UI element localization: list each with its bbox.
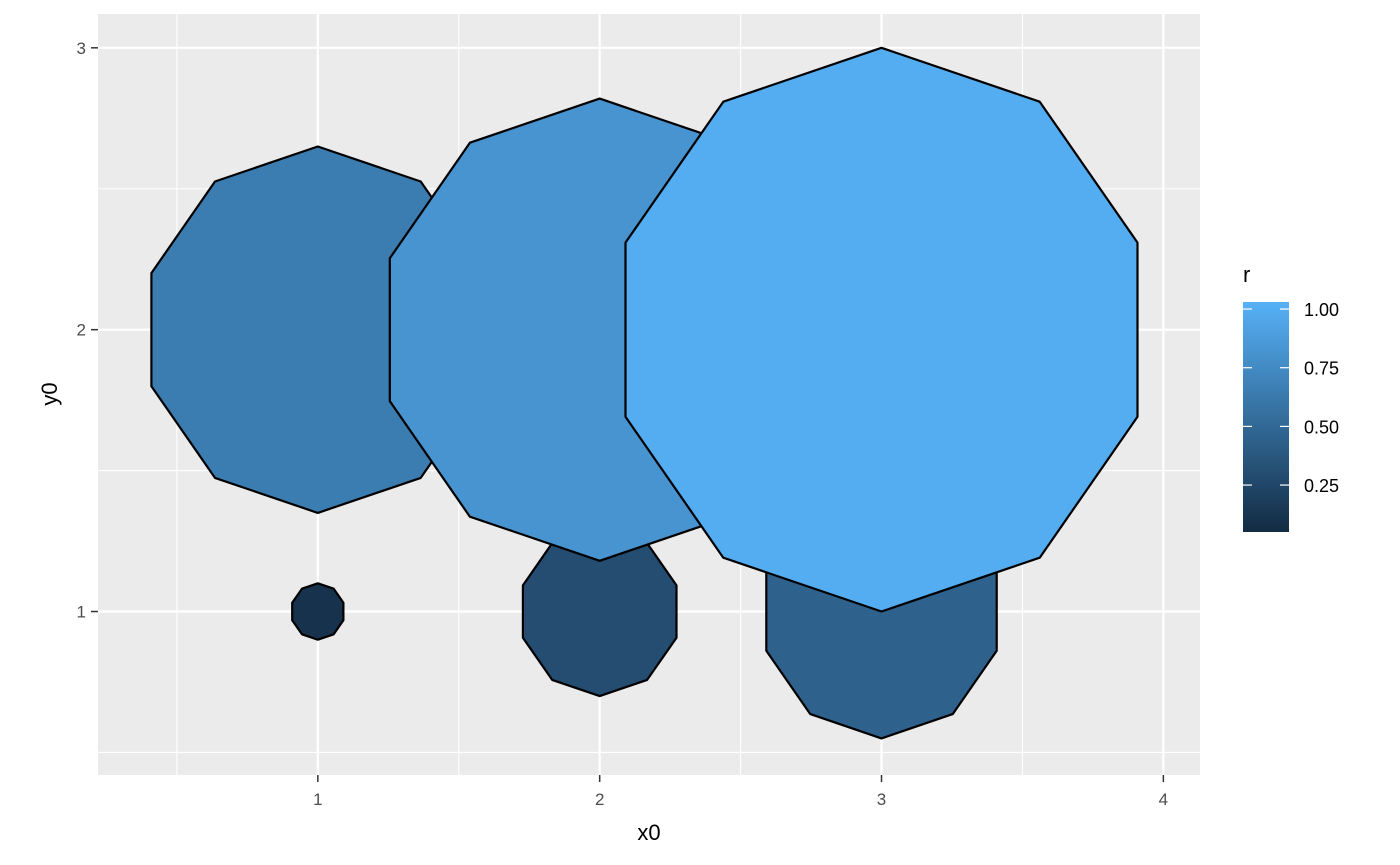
x-axis: 1 2 3 4 [313,775,1168,809]
x-tick-label: 4 [1159,790,1168,809]
y-axis-title: y0 [37,382,62,405]
x-tick-label: 3 [877,790,886,809]
legend-ticks: 0.25 0.50 0.75 1.00 [1243,300,1339,496]
legend-title: r [1243,262,1250,287]
decagon-layer [150,46,1139,740]
legend-label: 0.75 [1304,359,1339,379]
x-tick-label: 1 [313,790,322,809]
legend-label: 0.25 [1304,476,1339,496]
decagon-6 [624,46,1139,613]
legend-label: 0.50 [1304,417,1339,437]
legend-label: 1.00 [1304,300,1339,320]
y-tick-label: 1 [77,603,86,622]
legend-colorbar [1243,302,1289,532]
legend: r 0.25 0.50 0.75 1.00 [1243,262,1339,532]
decagon-1 [291,582,345,641]
y-tick-label: 3 [77,39,86,58]
x-axis-title: x0 [637,820,660,845]
y-tick-label: 2 [77,321,86,340]
decagon-2 [521,525,678,698]
y-axis: 1 2 3 [77,39,98,622]
x-tick-label: 2 [595,790,604,809]
